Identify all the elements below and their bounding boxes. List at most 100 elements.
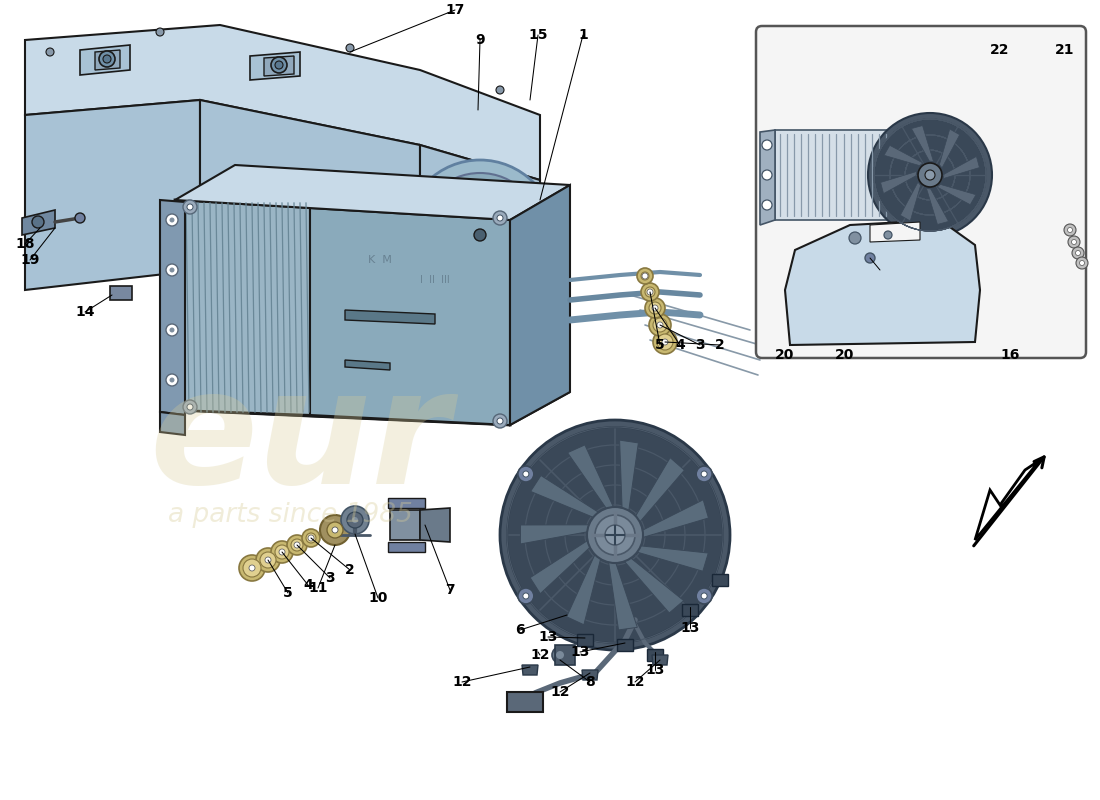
- Circle shape: [645, 298, 665, 318]
- Circle shape: [243, 559, 261, 577]
- Circle shape: [1067, 227, 1072, 233]
- Circle shape: [327, 522, 343, 538]
- Polygon shape: [776, 130, 905, 220]
- Text: 5: 5: [656, 338, 664, 352]
- Circle shape: [166, 264, 178, 276]
- Polygon shape: [939, 129, 959, 168]
- Circle shape: [1076, 250, 1080, 255]
- Polygon shape: [25, 25, 540, 180]
- Circle shape: [75, 213, 85, 223]
- Polygon shape: [175, 375, 570, 425]
- Text: 2: 2: [715, 338, 725, 352]
- Text: 15: 15: [528, 28, 548, 42]
- Polygon shape: [175, 200, 310, 415]
- Text: 20: 20: [776, 348, 794, 362]
- Polygon shape: [682, 604, 698, 616]
- Circle shape: [169, 267, 175, 273]
- Circle shape: [647, 289, 653, 295]
- Circle shape: [294, 542, 300, 548]
- Circle shape: [497, 418, 503, 424]
- Circle shape: [249, 565, 255, 571]
- Circle shape: [649, 314, 671, 336]
- Polygon shape: [582, 670, 598, 680]
- Text: 13: 13: [570, 645, 590, 659]
- Polygon shape: [264, 56, 294, 76]
- Polygon shape: [884, 146, 923, 166]
- Circle shape: [925, 170, 935, 180]
- Circle shape: [1076, 257, 1088, 269]
- Circle shape: [306, 533, 316, 543]
- Circle shape: [605, 525, 625, 545]
- Text: 22: 22: [990, 43, 1010, 57]
- Text: a parts since 1985: a parts since 1985: [167, 502, 412, 528]
- Polygon shape: [388, 542, 425, 552]
- Text: 11: 11: [308, 581, 328, 595]
- Circle shape: [653, 330, 676, 354]
- Circle shape: [341, 506, 368, 534]
- Circle shape: [187, 404, 192, 410]
- Circle shape: [1064, 224, 1076, 236]
- Polygon shape: [607, 554, 637, 630]
- Text: 13: 13: [538, 630, 558, 644]
- Text: 12: 12: [452, 675, 472, 689]
- Circle shape: [652, 305, 658, 311]
- Polygon shape: [175, 200, 510, 425]
- Circle shape: [649, 302, 661, 314]
- Polygon shape: [530, 536, 596, 594]
- Polygon shape: [944, 157, 979, 178]
- Circle shape: [183, 400, 197, 414]
- Circle shape: [352, 517, 358, 523]
- Polygon shape: [110, 286, 132, 300]
- Circle shape: [166, 214, 178, 226]
- Circle shape: [418, 173, 542, 297]
- Polygon shape: [250, 52, 300, 80]
- Polygon shape: [530, 475, 606, 521]
- Polygon shape: [420, 508, 450, 542]
- Circle shape: [183, 200, 197, 214]
- Polygon shape: [80, 45, 130, 75]
- Polygon shape: [420, 145, 540, 360]
- Circle shape: [346, 44, 354, 52]
- Circle shape: [849, 232, 861, 244]
- Circle shape: [169, 218, 175, 222]
- Circle shape: [657, 334, 673, 350]
- Circle shape: [595, 515, 635, 555]
- Circle shape: [239, 555, 265, 581]
- Circle shape: [279, 549, 285, 555]
- Circle shape: [287, 535, 307, 555]
- Polygon shape: [22, 210, 55, 235]
- Text: 3: 3: [326, 571, 334, 585]
- Circle shape: [493, 211, 507, 225]
- Circle shape: [497, 215, 503, 221]
- Polygon shape: [520, 525, 597, 544]
- Circle shape: [662, 339, 668, 345]
- Circle shape: [169, 378, 175, 382]
- Circle shape: [187, 204, 192, 210]
- Text: 6: 6: [515, 623, 525, 637]
- Circle shape: [493, 414, 507, 428]
- Polygon shape: [760, 130, 775, 225]
- Polygon shape: [522, 665, 538, 675]
- Circle shape: [103, 55, 111, 63]
- Circle shape: [701, 471, 707, 477]
- Polygon shape: [95, 50, 120, 70]
- Text: 13: 13: [646, 663, 664, 677]
- Circle shape: [496, 86, 504, 94]
- Circle shape: [701, 593, 707, 599]
- Polygon shape: [912, 126, 934, 162]
- Polygon shape: [568, 445, 617, 515]
- Text: 10: 10: [368, 591, 387, 605]
- Text: 14: 14: [75, 305, 95, 319]
- Circle shape: [332, 527, 338, 533]
- Circle shape: [302, 529, 320, 547]
- Polygon shape: [388, 498, 425, 508]
- Text: eur: eur: [150, 362, 450, 518]
- Text: 5: 5: [283, 586, 293, 600]
- Circle shape: [657, 322, 663, 328]
- Text: 9: 9: [475, 33, 485, 47]
- Circle shape: [166, 374, 178, 386]
- FancyBboxPatch shape: [756, 26, 1086, 358]
- Polygon shape: [175, 165, 570, 220]
- Circle shape: [874, 119, 986, 231]
- Circle shape: [762, 200, 772, 210]
